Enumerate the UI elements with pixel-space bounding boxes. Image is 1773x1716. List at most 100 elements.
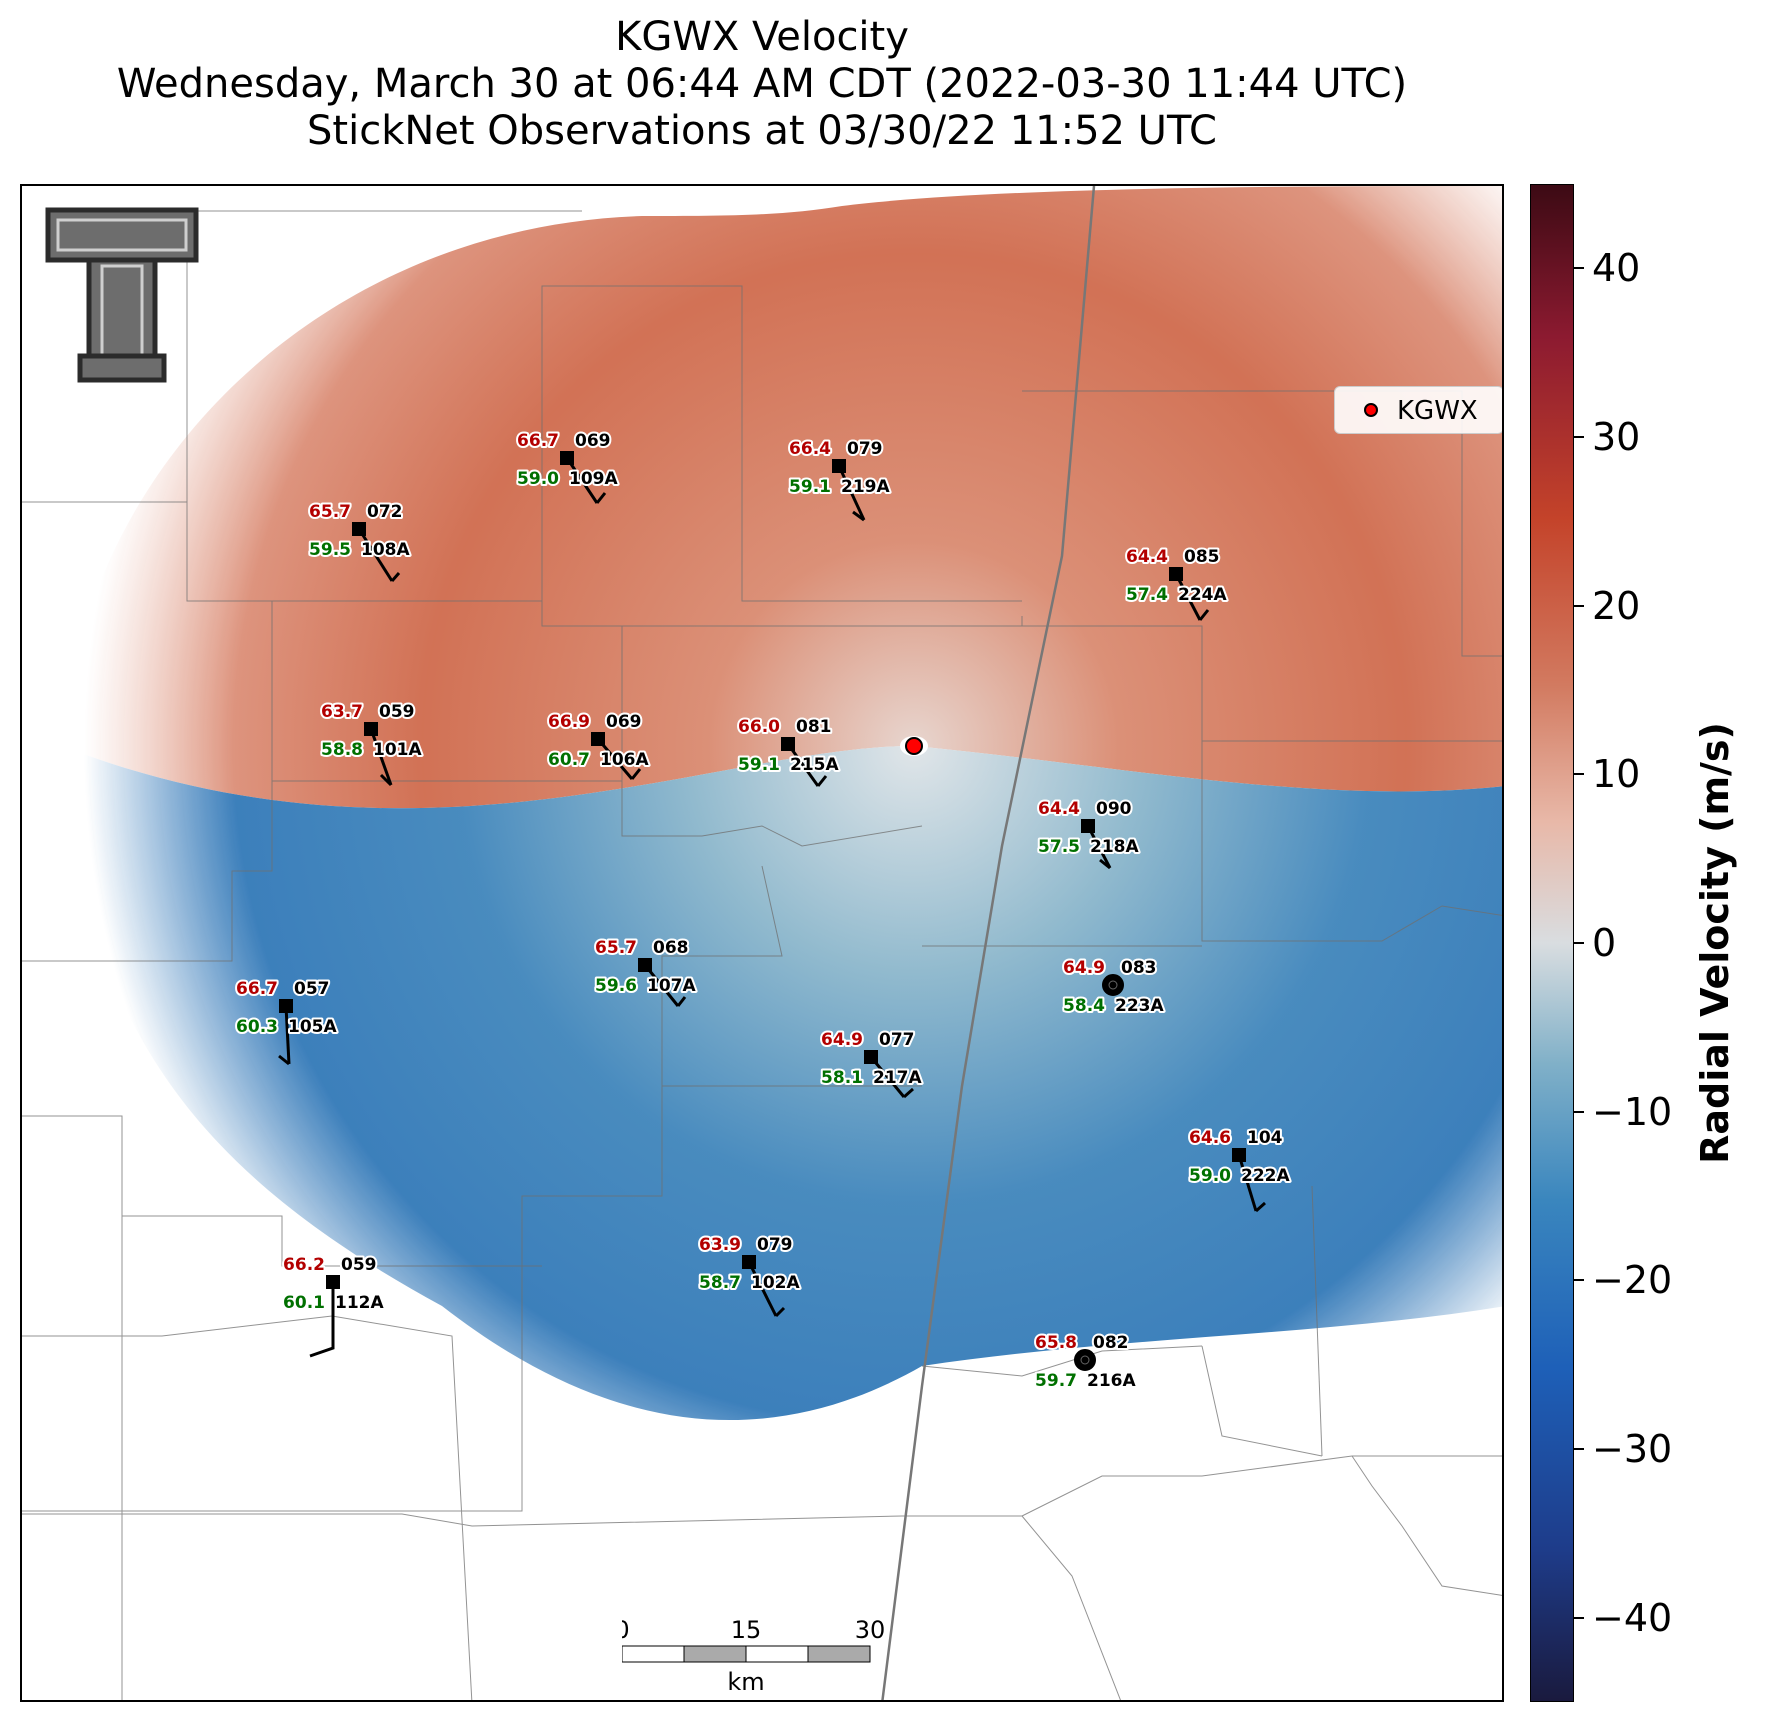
station-temperature: 65.7 [309, 502, 351, 522]
calm-wind-marker-inner [1080, 1355, 1090, 1365]
station-temperature: 66.2 [283, 1255, 325, 1275]
title-line-1: KGWX Velocity [615, 14, 909, 60]
station-marker [326, 1275, 340, 1289]
colorbar-label: Radial Velocity (m/s) [1693, 722, 1737, 1164]
station-215A[interactable]: 66.0 081 59.1 215A [736, 715, 841, 787]
station-dewpoint: 59.1 [738, 755, 780, 775]
colorbar-tick-mark [1574, 1279, 1584, 1282]
station-dewpoint: 59.6 [595, 976, 637, 996]
title-line-3: StickNet Observations at 03/30/22 11:52 … [307, 108, 1217, 154]
map-canvas: 66.7 069 59.0 109A 66.4 079 59.1 219A 65.7 072 59.… [22, 186, 1502, 1700]
scale-unit: km [727, 1668, 764, 1696]
title-line-2: Wednesday, March 30 at 06:44 AM CDT (202… [116, 61, 1408, 107]
station-marker [638, 958, 652, 972]
station-112A[interactable]: 66.2 059 60.1 112A [281, 1253, 386, 1358]
distance-scalebar: 0 15 30 km [614, 1606, 942, 1696]
colorbar-tick-label: 0 [1592, 921, 1617, 965]
station-id: 222A [1241, 1166, 1290, 1186]
colorbar-tick-mark [1574, 267, 1584, 270]
station-marker [864, 1050, 878, 1064]
colorbar-tick-mark [1574, 942, 1584, 944]
wind-barb-staff [1237, 1154, 1258, 1212]
station-wind-direction: 082 [1093, 1333, 1129, 1353]
wind-barb-staff [837, 465, 866, 521]
station-id: 109A [569, 469, 618, 489]
station-222A[interactable]: 64.6 104 59.0 222A [1187, 1126, 1292, 1213]
station-temperature: 65.7 [595, 938, 637, 958]
station-temperature: 64.6 [1189, 1128, 1231, 1148]
wind-barb-flag [676, 996, 687, 1007]
scale-tick-15: 15 [731, 1616, 762, 1644]
station-wind-direction: 083 [1121, 958, 1157, 978]
station-dewpoint: 58.8 [321, 740, 363, 760]
station-temperature: 65.8 [1035, 1333, 1077, 1353]
calm-wind-marker [1102, 974, 1124, 996]
scale-tick-0: 0 [622, 1616, 630, 1644]
station-109A[interactable]: 66.7 069 59.0 109A [515, 429, 620, 504]
station-102A[interactable]: 63.9 079 58.7 102A [697, 1233, 802, 1318]
wind-barb-flag [1255, 1201, 1266, 1213]
county-boundaries [22, 210, 1502, 1700]
station-dewpoint: 60.7 [548, 750, 590, 770]
station-marker [1232, 1148, 1246, 1162]
station-temperature: 63.7 [321, 702, 363, 722]
station-223A[interactable]: 64.9 083 58.4 223A [1061, 956, 1166, 1018]
wind-barb-flag [1099, 858, 1111, 870]
wind-barb-flag [595, 492, 607, 504]
calm-wind-marker [1074, 1349, 1096, 1371]
station-id: 107A [647, 976, 696, 996]
wind-barb-flag [1198, 609, 1210, 621]
station-dewpoint: 59.1 [789, 477, 831, 497]
station-wind-direction: 059 [379, 702, 415, 722]
station-marker [364, 722, 378, 736]
station-marker [591, 732, 605, 746]
legend-label: KGWX [1397, 396, 1478, 426]
station-wind-direction: 057 [294, 979, 330, 999]
station-101A[interactable]: 63.7 059 58.8 101A [319, 700, 424, 787]
station-dewpoint: 58.1 [821, 1068, 863, 1088]
wind-barb-staff [309, 1282, 335, 1358]
wind-barb-flag [774, 1306, 786, 1318]
station-marker [1169, 567, 1183, 581]
station-wind-direction: 104 [1247, 1128, 1283, 1148]
station-marker [742, 1255, 756, 1269]
station-105A[interactable]: 66.7 057 60.3 105A [234, 977, 339, 1066]
colorbar-tick-label: −40 [1592, 1595, 1673, 1640]
station-temperature: 66.7 [236, 979, 278, 999]
velocity-field [62, 186, 1502, 1420]
radar-site-marker[interactable] [905, 737, 923, 755]
wind-barb-staff [357, 528, 394, 582]
outbound-velocity-region [62, 186, 1502, 809]
state-boundary [881, 186, 1096, 1700]
station-217A[interactable]: 64.9 077 58.1 217A [819, 1028, 924, 1099]
wind-barb-flag [278, 1054, 290, 1066]
station-wind-direction: 069 [575, 431, 611, 451]
station-107A[interactable]: 65.7 068 59.6 107A [593, 936, 698, 1007]
station-216A[interactable]: 65.8 082 59.7 216A [1033, 1331, 1138, 1393]
station-temperature: 64.9 [1063, 958, 1105, 978]
station-temperature: 66.4 [789, 439, 831, 459]
wind-barb-staff [369, 728, 393, 786]
station-id: 108A [361, 540, 410, 560]
station-id: 223A [1115, 996, 1164, 1016]
wind-barb-flag [379, 773, 393, 787]
radar-map[interactable]: 66.7 069 59.0 109A 66.4 079 59.1 219A 65.7 072 59.… [20, 184, 1504, 1702]
station-106A[interactable]: 66.9 069 60.7 106A [546, 710, 651, 780]
station-wind-direction: 079 [847, 439, 883, 459]
colorbar-tick-mark [1574, 1110, 1584, 1113]
station-id: 112A [335, 1293, 384, 1313]
station-219A[interactable]: 66.4 079 59.1 219A [787, 437, 892, 522]
colorbar-tick-mark [1574, 604, 1584, 607]
station-wind-direction: 079 [757, 1235, 793, 1255]
station-id: 219A [841, 477, 890, 497]
map-legend: KGWX [1334, 386, 1502, 434]
colorbar-tick-label: −30 [1592, 1427, 1673, 1471]
station-marker [781, 737, 795, 751]
station-218A[interactable]: 64.4 090 57.5 218A [1036, 797, 1141, 870]
wind-barb-staff [284, 1005, 291, 1065]
colorbar-tick-mark [1574, 1616, 1584, 1619]
station-224A[interactable]: 64.4 085 57.4 224A [1124, 545, 1229, 621]
station-108A[interactable]: 65.7 072 59.5 108A [307, 500, 412, 582]
station-temperature: 66.9 [548, 712, 590, 732]
station-id: 102A [751, 1273, 800, 1293]
